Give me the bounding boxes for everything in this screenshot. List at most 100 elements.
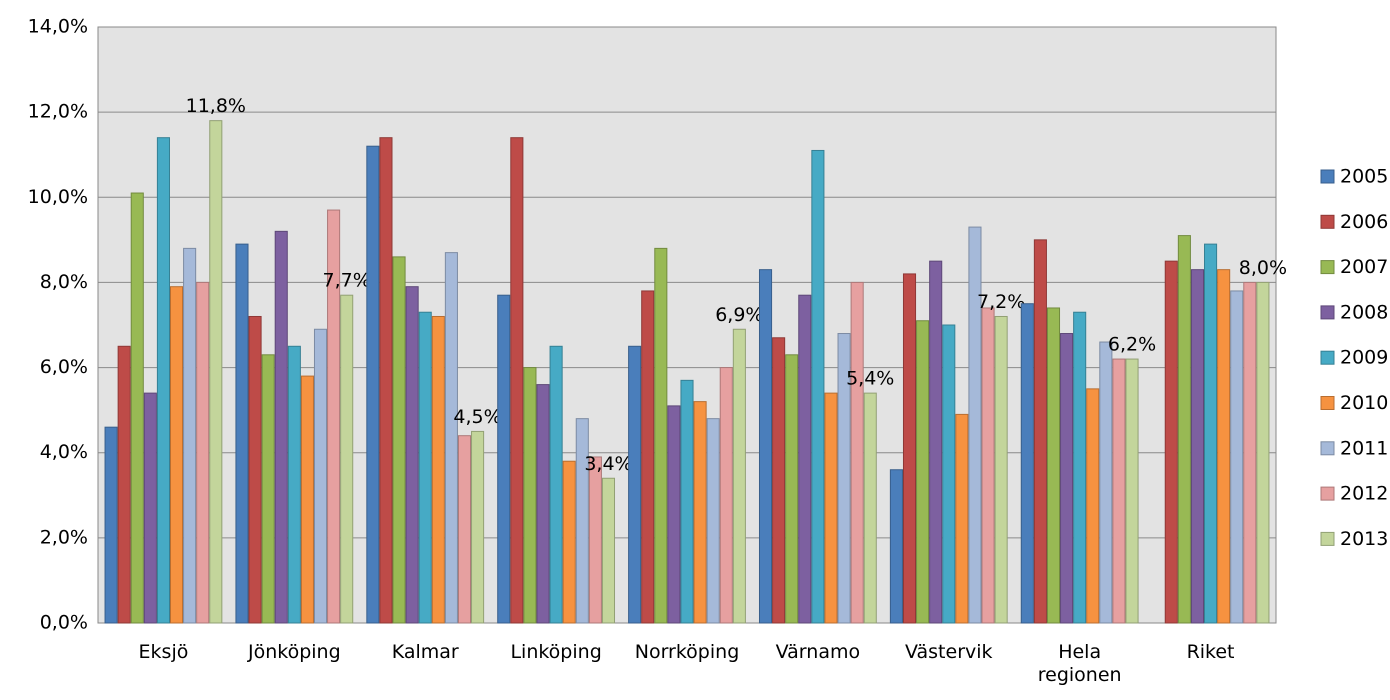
y-tick-label: 12,0% (28, 101, 88, 123)
bar (1086, 388, 1100, 624)
bar (889, 469, 903, 624)
bar (641, 290, 655, 624)
y-tick-label: 6,0% (40, 356, 88, 378)
bar (444, 252, 458, 624)
bar (379, 137, 393, 624)
bar (104, 426, 118, 624)
bar (169, 286, 184, 624)
y-tick-label: 10,0% (28, 186, 88, 208)
legend-swatch (1320, 350, 1335, 365)
bar (366, 145, 380, 624)
bar (523, 367, 537, 624)
bar (785, 354, 799, 624)
bar (968, 226, 982, 624)
bar (837, 333, 851, 624)
x-tick-label: Västervik (904, 641, 993, 663)
x-tick-label: Linköping (510, 641, 602, 663)
y-tick-label: 2,0% (40, 526, 88, 548)
bar (601, 477, 616, 624)
bar (209, 120, 223, 624)
bar (418, 311, 432, 624)
bar (693, 401, 707, 624)
bar (628, 345, 642, 624)
x-tick-label: Norrköping (634, 641, 740, 663)
y-tick-label: 8,0% (40, 271, 88, 293)
x-tick-label: Värnamo (775, 641, 861, 663)
bar (798, 294, 812, 624)
legend-swatch (1320, 441, 1335, 456)
bar (929, 260, 943, 624)
bar (536, 384, 550, 624)
bar (667, 405, 681, 624)
bar (562, 460, 576, 624)
legend-swatch (1320, 214, 1335, 229)
bar (1256, 281, 1270, 624)
legend-swatch (1320, 305, 1335, 320)
x-tick-label: Kalmar (391, 641, 459, 663)
bar (1033, 239, 1047, 624)
legend-swatch (1320, 169, 1335, 184)
bar (327, 209, 341, 624)
bar (392, 256, 406, 624)
bar (902, 273, 917, 624)
bar (850, 281, 864, 624)
bar (1190, 269, 1205, 624)
bar (431, 315, 445, 624)
bar (287, 345, 301, 624)
bar (654, 247, 668, 624)
bar (1243, 281, 1257, 624)
bar (313, 328, 328, 624)
x-tick-label: Riket (1186, 641, 1235, 663)
x-tick-label: Eksjö (138, 641, 189, 663)
bar (575, 418, 589, 624)
bar (143, 392, 157, 624)
legend-label: 2008 (1340, 301, 1388, 323)
bar (1020, 303, 1034, 624)
bar (732, 328, 746, 624)
x-tick-label: Hela regionen (1037, 641, 1122, 686)
bar (942, 324, 956, 624)
bar (497, 294, 511, 624)
bar (457, 435, 472, 624)
bar (955, 413, 969, 624)
legend-label: 2005 (1340, 166, 1388, 188)
bar (1099, 341, 1113, 624)
legend-label: 2006 (1340, 211, 1388, 233)
data-label: 5,4% (846, 368, 894, 390)
bar (510, 137, 524, 624)
bar (811, 149, 825, 624)
data-label: 7,2% (977, 291, 1025, 313)
bar (916, 320, 930, 624)
bar (274, 230, 288, 624)
x-tick-label: Jönköping (247, 641, 341, 663)
y-tick-label: 14,0% (28, 16, 88, 38)
y-tick-label: 4,0% (40, 441, 88, 463)
bar (117, 345, 131, 624)
bar (235, 243, 249, 624)
legend-swatch (1320, 260, 1335, 275)
bar (1217, 269, 1231, 624)
bar (772, 337, 786, 624)
bar (261, 354, 275, 624)
legend-swatch (1320, 396, 1335, 410)
bar (863, 392, 877, 624)
bar (196, 281, 210, 624)
bar (405, 286, 419, 624)
data-label: 6,2% (1108, 334, 1156, 356)
bar (248, 315, 262, 624)
legend-label: 2013 (1340, 528, 1388, 550)
bar (1125, 358, 1139, 624)
data-label: 4,5% (453, 406, 501, 428)
data-label: 8,0% (1239, 257, 1287, 279)
bar (1046, 307, 1061, 624)
bar (156, 137, 170, 624)
legend-label: 2010 (1340, 392, 1388, 414)
bar (1112, 358, 1126, 624)
bar (300, 375, 314, 624)
legend-label: 2009 (1340, 347, 1388, 369)
y-tick-label: 0,0% (40, 612, 88, 634)
bar (471, 430, 485, 624)
bar (680, 379, 694, 624)
